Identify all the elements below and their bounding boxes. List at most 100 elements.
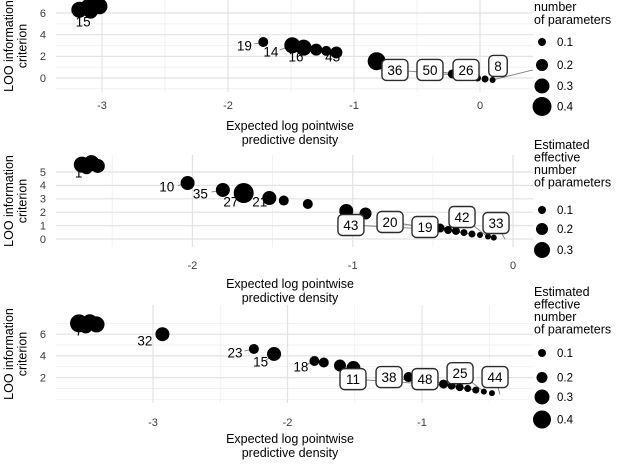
model-label-text: 48 [417,372,432,387]
data-point [321,45,332,56]
x-tick-label: 0 [477,100,483,112]
data-point [83,4,98,19]
legend-title-line: number [534,0,576,14]
model-label-text: 8 [494,59,502,74]
model-label-text: 26 [458,63,473,78]
legend-size-dot [534,242,550,258]
boxed-labels: 11 38 48 25 44 [339,361,509,391]
legend-size-label: 0.4 [557,415,574,427]
data-point [489,76,496,83]
legend-size-label: 0.2 [557,224,573,236]
data-point [460,229,468,237]
legend-title-line: of parameters [534,176,611,190]
data-point [451,226,460,235]
model-label-box [339,367,367,391]
data-point [267,346,282,361]
point-label: 14 [263,45,279,60]
model-label-box [411,367,439,391]
data-point [488,390,495,397]
y-axis-title: LOO information [2,308,16,400]
model-label-text: 19 [417,220,432,235]
leader-line [492,69,534,81]
y-tick-label: 4 [40,180,46,192]
y-axis-title: LOO information [2,155,16,247]
x-axis-title: predictive density [242,133,339,147]
point-label: 21 [252,195,267,210]
model-label-text: 33 [488,216,503,231]
model-label-text: 44 [488,370,504,385]
data-point [468,230,476,238]
legend-title-line: of parameters [534,323,611,337]
model-label-box [416,58,444,82]
y-axis-title: LOO information [2,0,16,92]
legend-size-label: 0.3 [557,81,573,93]
point-labels: 15 19 14 16 43 [76,15,341,65]
y-tick-label: 6 [40,8,46,20]
point-label: 43 [325,49,340,64]
legend-size-label: 0.3 [557,245,573,257]
point-label: 16 [289,49,304,64]
data-point [367,52,386,71]
data-point [90,158,105,173]
y-tick-label: 1 [40,220,46,232]
data-point [330,46,343,59]
x-axis-title: Expected log pointwise [226,432,354,446]
x-axis-title: Expected log pointwise [226,277,354,291]
model-label-text: 11 [346,372,360,387]
legend-size-dot [536,223,548,235]
y-axis-title: criterion [16,179,30,224]
data-point [295,39,312,56]
data-point [180,175,195,190]
model-label-box [481,365,509,389]
model-label-text: 36 [387,63,402,78]
data-point [484,233,491,240]
y-tick-label: 2 [40,372,46,384]
data-point [481,75,489,83]
point-label: 27 [223,195,238,210]
x-tick-label: -2 [283,417,293,429]
legend-size-label: 0.2 [557,373,573,385]
model-label-box [446,361,474,385]
point-label: 23 [228,345,243,360]
data-point [248,343,259,354]
model-label-text: 42 [455,210,470,225]
point-label: 7 [75,323,83,338]
point-label: 15 [253,354,268,369]
x-tick-label: -2 [188,260,198,272]
legend-size-dot [532,97,552,116]
x-axis-title: predictive density [242,446,339,460]
data-point [480,388,487,395]
model-label-box [376,210,404,234]
data-point [403,372,414,383]
point-label: 19 [237,39,252,54]
boxed-labels: 43 20 19 42 33 [337,205,510,239]
model-label-box [482,211,510,235]
data-point [472,386,480,394]
data-point [476,231,483,238]
legend-title-line: number [534,163,576,177]
model-label-text: 25 [453,366,468,381]
data-point [278,195,289,206]
model-label-box [337,213,365,237]
model-label-text: 50 [422,63,437,78]
legend-size-dot [534,78,550,94]
data-point [215,182,230,197]
legend-size-label: 0.1 [557,205,573,217]
data-point [309,355,320,366]
model-label-box [488,54,508,78]
data-point [233,183,254,204]
x-tick-label: -1 [417,417,427,429]
legend-size-dot [538,206,546,214]
y-tick-label: 6 [40,329,46,341]
y-tick-label: 2 [40,207,46,219]
x-tick-label: -3 [148,417,158,429]
point-label: 15 [76,15,91,30]
point-label: 35 [193,186,208,201]
y-tick-label: 4 [40,29,46,41]
